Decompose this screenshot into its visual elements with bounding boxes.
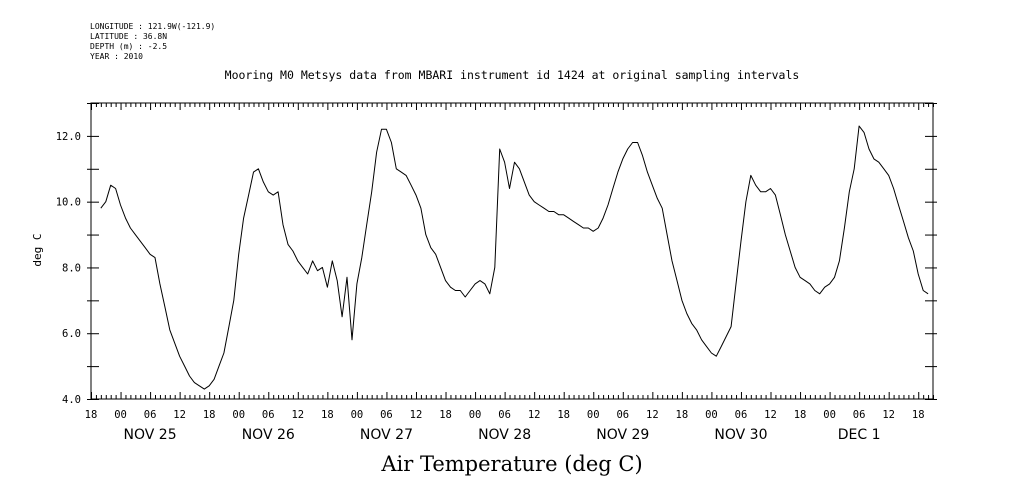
x-date-label: DEC 1 xyxy=(838,427,881,443)
x-hour-tick-label: 12 xyxy=(646,409,659,421)
x-date-label: NOV 26 xyxy=(242,427,295,443)
x-hour-tick-label: 06 xyxy=(735,409,748,421)
x-hour-tick-label: 06 xyxy=(616,409,629,421)
x-hour-tick-label: 18 xyxy=(439,409,452,421)
series-line-1 xyxy=(100,125,929,390)
y-tick-label: 4.0 xyxy=(62,394,81,406)
x-hour-tick-label: 00 xyxy=(114,409,127,421)
x-hour-tick-label: 00 xyxy=(705,409,718,421)
x-hour-tick-label: 06 xyxy=(380,409,393,421)
x-hour-tick-label: 18 xyxy=(203,409,216,421)
x-hour-tick-label: 06 xyxy=(144,409,157,421)
x-hour-tick-label: 12 xyxy=(291,409,304,421)
x-hour-tick-label: 18 xyxy=(557,409,570,421)
x-hour-tick-label: 06 xyxy=(498,409,511,421)
x-date-label: NOV 27 xyxy=(360,427,413,443)
x-hour-tick-label: 12 xyxy=(528,409,541,421)
longitude-text: LONGITUDE : 121.9W(-121.9) xyxy=(90,22,216,31)
x-date-label: NOV 29 xyxy=(596,427,649,443)
x-hour-tick-label: 12 xyxy=(410,409,423,421)
x-hour-tick-label: 00 xyxy=(823,409,836,421)
year-text: YEAR : 2010 xyxy=(90,52,143,61)
x-hour-tick-label: 18 xyxy=(676,409,689,421)
latitude-text: LATITUDE : 36.8N xyxy=(90,32,168,41)
x-hour-tick-label: 00 xyxy=(587,409,600,421)
depth-text: DEPTH (m) : -2.5 xyxy=(90,42,168,51)
x-hour-tick-label: 12 xyxy=(882,409,895,421)
x-date-label: NOV 25 xyxy=(124,427,177,443)
x-hour-tick-label: 00 xyxy=(232,409,245,421)
x-hour-tick-label: 18 xyxy=(85,409,98,421)
x-hour-tick-label: 00 xyxy=(351,409,364,421)
y-tick-label: 6.0 xyxy=(62,328,81,340)
station-metadata: LONGITUDE : 121.9W(-121.9) LATITUDE : 36… xyxy=(90,22,215,62)
x-hour-tick-label: 18 xyxy=(794,409,807,421)
x-hour-tick-label: 12 xyxy=(764,409,777,421)
x-date-label: NOV 28 xyxy=(478,427,531,443)
ticks xyxy=(87,103,937,400)
x-hour-tick-label: 18 xyxy=(912,409,925,421)
tick-labels: 18 00 06 12 18 00 06 12 18 00 06 12 18 00 06 12 18 00 06 12… xyxy=(56,131,925,443)
axes xyxy=(90,102,934,400)
x-hour-tick-label: 12 xyxy=(173,409,186,421)
x-hour-tick-label: 06 xyxy=(262,409,275,421)
x-hour-tick-label: 06 xyxy=(853,409,866,421)
x-date-label: NOV 30 xyxy=(714,427,767,443)
plot-frame xyxy=(90,102,934,400)
y-tick-label: 10.0 xyxy=(56,197,81,209)
y-axis-label: deg C xyxy=(31,233,44,266)
x-hour-tick-label: 00 xyxy=(469,409,482,421)
x-axis-label: Air Temperature (deg C) xyxy=(381,452,643,476)
y-tick-label: 12.0 xyxy=(56,131,81,143)
series-layer xyxy=(100,125,929,390)
x-hour-tick-label: 18 xyxy=(321,409,334,421)
chart-title: Mooring M0 Metsys data from MBARI instru… xyxy=(224,68,800,82)
y-tick-label: 8.0 xyxy=(62,262,81,274)
